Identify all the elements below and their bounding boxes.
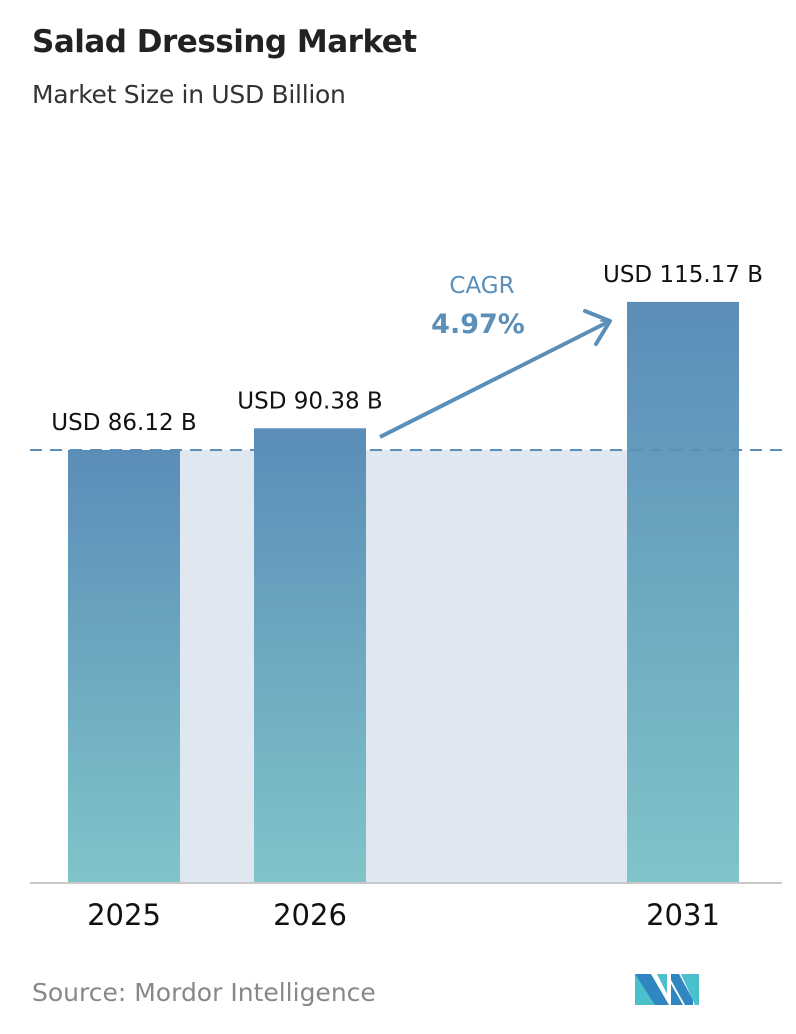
cagr-label: CAGR — [449, 273, 514, 299]
cagr-arrow-head — [583, 309, 612, 346]
data-label-2025: USD 86.12 B — [51, 410, 196, 436]
data-label-2026: USD 90.38 B — [237, 388, 382, 414]
x-tick-2031: 2031 — [646, 898, 720, 932]
cagr-arrow — [379, 322, 608, 439]
bar-2025 — [68, 450, 180, 883]
chart-title: Salad Dressing Market — [32, 24, 417, 60]
bar-2031 — [627, 301, 739, 883]
bar-2026 — [254, 428, 366, 883]
source-note: Source: Mordor Intelligence — [32, 978, 376, 1007]
x-tick-2025: 2025 — [87, 898, 161, 932]
mordor-logo — [635, 974, 699, 1005]
chart-subtitle: Market Size in USD Billion — [32, 80, 346, 109]
cagr-value: 4.97% — [431, 309, 525, 340]
data-label-2031: USD 115.17 B — [603, 262, 763, 288]
x-tick-2026: 2026 — [273, 898, 347, 932]
